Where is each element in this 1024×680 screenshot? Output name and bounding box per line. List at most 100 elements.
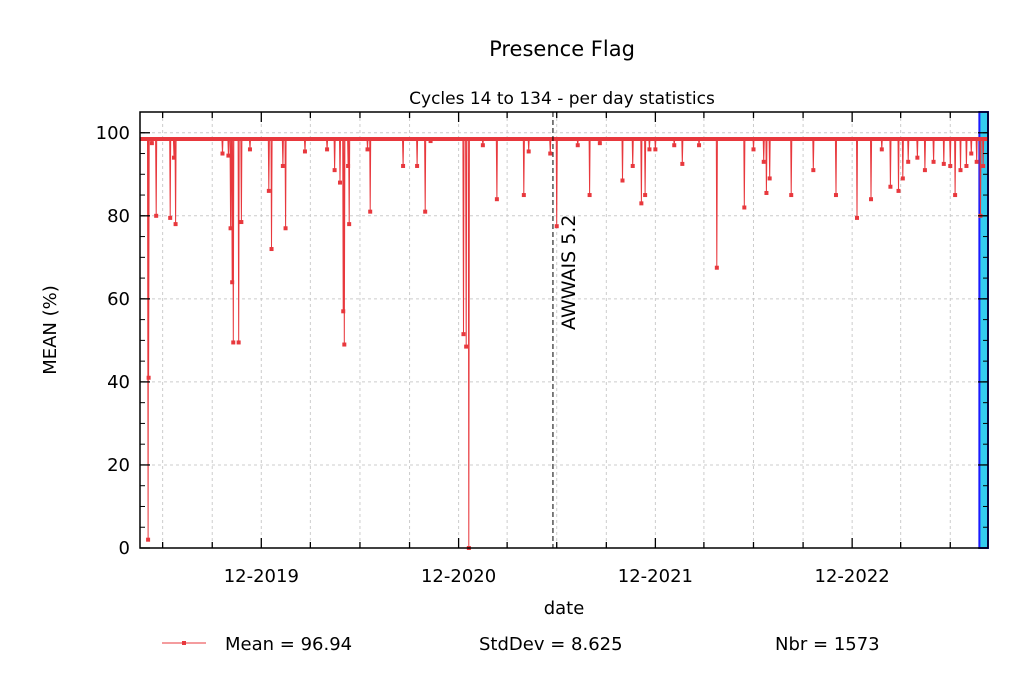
data-point bbox=[423, 209, 428, 214]
data-point bbox=[964, 163, 969, 168]
data-point bbox=[146, 375, 151, 380]
annotation-label: AWWAIS 5.2 bbox=[558, 215, 580, 330]
legend: Mean = 96.94 StdDev = 8.625 Nbr = 1573 bbox=[162, 634, 880, 655]
data-point bbox=[639, 201, 644, 206]
data-point bbox=[548, 151, 553, 156]
data-point bbox=[643, 193, 648, 198]
data-point bbox=[941, 161, 946, 166]
data-point bbox=[146, 537, 151, 542]
data-point bbox=[338, 180, 343, 185]
data-point bbox=[575, 143, 580, 148]
data-point bbox=[953, 193, 958, 198]
series-mean bbox=[140, 136, 988, 550]
data-point bbox=[974, 159, 979, 164]
y-tick-label: 40 bbox=[107, 372, 130, 393]
data-point bbox=[228, 226, 233, 231]
data-point bbox=[630, 163, 635, 168]
data-point bbox=[302, 149, 307, 154]
data-point bbox=[368, 209, 373, 214]
x-tick-label: 12-2021 bbox=[618, 566, 693, 587]
data-point bbox=[236, 340, 241, 345]
data-point bbox=[269, 247, 274, 252]
data-point bbox=[906, 159, 911, 164]
data-point bbox=[526, 149, 531, 154]
data-point bbox=[833, 193, 838, 198]
data-point bbox=[767, 176, 772, 181]
chart-title: Presence Flag bbox=[489, 37, 635, 61]
data-point bbox=[900, 176, 905, 181]
data-point bbox=[620, 178, 625, 183]
data-point bbox=[346, 163, 351, 168]
data-point bbox=[742, 205, 747, 210]
data-point bbox=[948, 163, 953, 168]
data-point bbox=[220, 151, 225, 156]
y-axis-label: MEAN (%) bbox=[40, 285, 61, 375]
data-point bbox=[981, 163, 986, 168]
x-tick-label: 12-2020 bbox=[421, 566, 496, 587]
data-point bbox=[325, 147, 330, 152]
data-point bbox=[587, 193, 592, 198]
data-point bbox=[915, 155, 920, 160]
data-point bbox=[461, 332, 466, 337]
data-point bbox=[653, 147, 658, 152]
data-point bbox=[168, 215, 173, 220]
data-point bbox=[597, 141, 602, 146]
data-point bbox=[680, 161, 685, 166]
data-point bbox=[415, 163, 420, 168]
data-point bbox=[494, 197, 499, 202]
data-point bbox=[171, 155, 176, 160]
legend-stddev: StdDev = 8.625 bbox=[479, 634, 623, 655]
data-point bbox=[751, 147, 756, 152]
data-point bbox=[789, 193, 794, 198]
data-point bbox=[811, 168, 816, 173]
data-point bbox=[888, 184, 893, 189]
chart-subtitle: Cycles 14 to 134 - per day statistics bbox=[409, 89, 715, 109]
data-point bbox=[342, 342, 347, 347]
data-point bbox=[931, 159, 936, 164]
data-point bbox=[969, 151, 974, 156]
data-point bbox=[647, 147, 652, 152]
data-point bbox=[347, 222, 352, 227]
data-point bbox=[464, 344, 469, 349]
data-point bbox=[480, 143, 485, 148]
data-point bbox=[149, 141, 154, 146]
tick-layer: 0 20 40 60 80 100 12-2019 12-2020 12-2021 12-2022 bbox=[96, 111, 988, 587]
x-axis-label: date bbox=[544, 598, 585, 619]
data-point bbox=[341, 309, 346, 314]
data-point bbox=[761, 159, 766, 164]
data-point bbox=[922, 168, 927, 173]
data-point bbox=[173, 222, 178, 227]
legend-marker-mean bbox=[182, 641, 186, 645]
data-point bbox=[332, 168, 337, 173]
data-point bbox=[231, 340, 236, 345]
data-point bbox=[239, 220, 244, 225]
data-point bbox=[154, 213, 159, 218]
y-tick-label: 20 bbox=[107, 455, 130, 476]
data-point bbox=[266, 188, 271, 193]
data-point bbox=[764, 190, 769, 195]
data-point bbox=[280, 163, 285, 168]
data-point bbox=[714, 265, 719, 270]
data-point bbox=[554, 224, 559, 229]
y-tick-label: 100 bbox=[96, 123, 130, 144]
y-tick-label: 0 bbox=[119, 538, 130, 559]
data-point bbox=[896, 188, 901, 193]
annotation-layer: AWWAIS 5.2 bbox=[552, 112, 580, 548]
x-tick-label: 12-2019 bbox=[224, 566, 299, 587]
data-point bbox=[230, 280, 235, 285]
data-point bbox=[428, 139, 433, 144]
legend-nbr: Nbr = 1573 bbox=[775, 634, 880, 655]
data-point bbox=[672, 143, 677, 148]
x-tick-label: 12-2022 bbox=[815, 566, 890, 587]
data-point bbox=[401, 163, 406, 168]
legend-mean: Mean = 96.94 bbox=[225, 634, 352, 655]
data-point bbox=[854, 215, 859, 220]
data-point bbox=[226, 153, 231, 158]
data-point bbox=[958, 168, 963, 173]
y-tick-label: 80 bbox=[107, 206, 130, 227]
series-line bbox=[140, 136, 987, 549]
data-point bbox=[869, 197, 874, 202]
data-point bbox=[521, 193, 526, 198]
y-tick-label: 60 bbox=[107, 289, 130, 310]
